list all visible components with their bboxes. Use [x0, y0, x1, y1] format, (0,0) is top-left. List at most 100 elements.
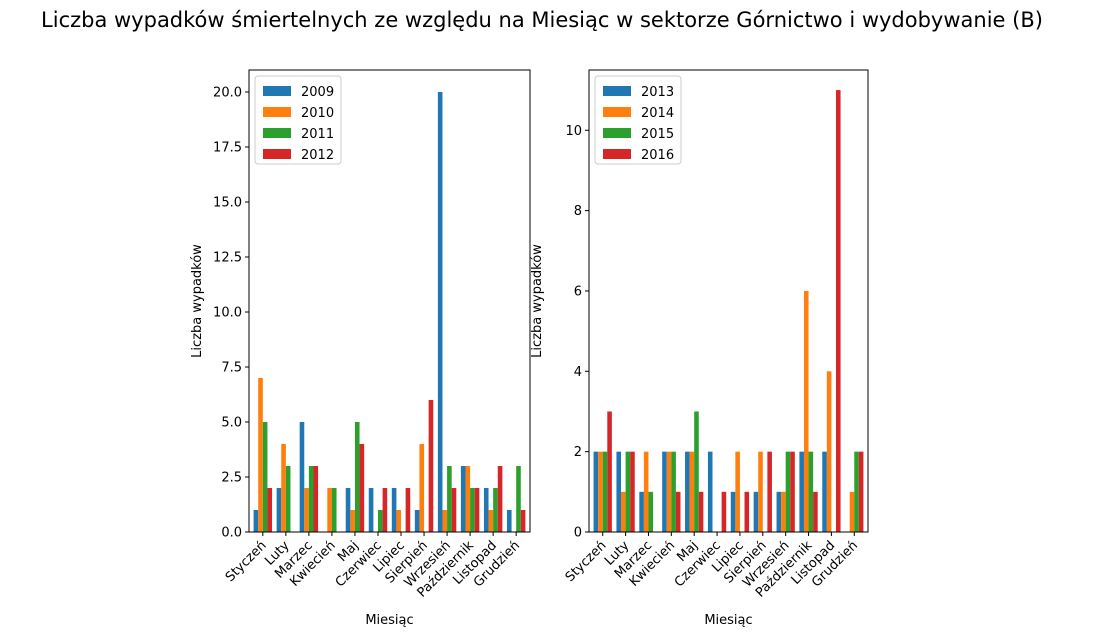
bar-2014-1 [621, 491, 626, 532]
y-tick-label: 2.5 [221, 471, 242, 486]
plot-frame [588, 69, 869, 533]
bar-2016-11 [858, 451, 864, 532]
y-axis-label: Liczba wypadków [190, 244, 205, 358]
bar-2009-6 [391, 488, 397, 532]
bar-2016-8 [790, 451, 795, 532]
legend-label: 2009 [301, 85, 334, 100]
legend-label: 2014 [641, 106, 674, 121]
legend-swatch-2009 [263, 86, 291, 96]
bar-2009-9 [460, 466, 466, 532]
bar-2016-6 [744, 491, 750, 532]
bar-2013-9 [799, 451, 804, 532]
bar-2012-0 [267, 488, 273, 532]
bar-2016-7 [767, 451, 772, 532]
bar-2014-8 [781, 491, 786, 532]
y-tick-label: 7.5 [221, 361, 242, 376]
x-axis-label: Miesiąc [365, 613, 413, 628]
bar-2010-2 [304, 488, 309, 532]
y-tick-label: 6 [574, 284, 582, 299]
bar-2012-8 [451, 488, 457, 532]
legend-swatch-2015 [603, 128, 631, 138]
legend-label: 2012 [301, 148, 334, 163]
bar-2010-6 [396, 510, 402, 532]
bar-2014-3 [666, 451, 672, 532]
y-tick-label: 12.5 [213, 251, 242, 266]
bar-2014-2 [643, 451, 649, 532]
chart-panel-right: 0246810StyczeńLutyMarzecKwiecieńMajCzerw… [530, 69, 869, 628]
y-tick-label: 10 [565, 124, 582, 139]
bar-2014-7 [758, 451, 763, 532]
bar-2014-10 [826, 371, 832, 532]
bar-2013-6 [730, 491, 736, 532]
y-tick-label: 5.0 [221, 416, 242, 431]
bar-2014-11 [849, 491, 855, 532]
bar-2010-9 [465, 466, 471, 532]
legend-box [594, 75, 682, 165]
bar-2010-10 [488, 510, 494, 532]
bar-2012-6 [405, 488, 411, 532]
legend-label: 2013 [641, 85, 674, 100]
figure-title: Liczba wypadków śmiertelnych ze względu … [41, 8, 1043, 32]
bar-2009-5 [368, 488, 374, 532]
bar-2011-9 [470, 488, 475, 532]
plot-frame [248, 69, 531, 533]
bar-2013-3 [662, 451, 667, 532]
bar-2011-11 [516, 466, 521, 532]
bar-2009-11 [506, 510, 512, 532]
bar-2011-3 [331, 488, 337, 532]
bar-2016-9 [813, 491, 818, 532]
bar-2013-8 [776, 491, 782, 532]
bar-2013-4 [685, 451, 690, 532]
bar-2010-3 [327, 488, 332, 532]
bar-2014-6 [735, 451, 740, 532]
bar-2015-4 [694, 411, 699, 532]
bar-2009-0 [253, 510, 259, 532]
bar-2016-5 [721, 491, 727, 532]
x-tick-label: Styczeń [223, 538, 270, 585]
bar-2010-0 [258, 378, 263, 532]
bar-2012-2 [313, 466, 319, 532]
bar-2012-9 [474, 488, 480, 532]
bar-2016-3 [675, 491, 681, 532]
bar-2009-4 [345, 488, 351, 532]
bar-2013-5 [707, 451, 713, 532]
bar-2012-7 [428, 400, 434, 532]
bar-2015-3 [671, 451, 676, 532]
legend-swatch-2016 [603, 149, 631, 159]
bar-2010-7 [419, 444, 425, 532]
legend-swatch-2012 [263, 149, 291, 159]
legend-label: 2011 [301, 127, 334, 142]
bar-2015-1 [625, 451, 631, 532]
y-tick-label: 4 [574, 365, 582, 380]
chart-panel-left: 0.0 2.5 5.0 7.5 10.0 12.5 15.0 17.5 20.0 Styczeń L… [190, 69, 531, 628]
bar-2012-4 [359, 444, 365, 532]
bar-2015-11 [854, 451, 859, 532]
bar-2009-1 [276, 488, 282, 532]
bar-2014-0 [598, 451, 603, 532]
bar-2015-0 [602, 451, 608, 532]
legend-box [254, 75, 342, 165]
legend-swatch-2014 [603, 107, 631, 117]
bar-2009-8 [437, 92, 443, 532]
bar-2015-9 [808, 451, 814, 532]
legend-label: 2016 [641, 148, 674, 163]
y-tick-label: 2 [574, 445, 582, 460]
bar-2011-1 [285, 466, 291, 532]
x-axis-label: Miesiąc [704, 613, 752, 628]
bar-2010-4 [350, 510, 355, 532]
bar-2016-1 [630, 451, 635, 532]
bar-2009-7 [414, 510, 420, 532]
y-tick-label: 0.0 [221, 526, 242, 541]
bar-2012-11 [520, 510, 526, 532]
y-axis-label: Liczba wypadków [530, 244, 545, 358]
bar-2013-0 [593, 451, 599, 532]
legend-label: 2015 [641, 127, 674, 142]
x-tick-label: Styczeń [563, 538, 610, 585]
bar-2016-4 [698, 491, 704, 532]
y-tick-label: 17.5 [213, 141, 242, 156]
y-tick-label: 20.0 [213, 86, 242, 101]
legend-swatch-2013 [603, 86, 631, 96]
y-tick-label: 8 [574, 204, 582, 219]
bar-2011-2 [308, 466, 314, 532]
